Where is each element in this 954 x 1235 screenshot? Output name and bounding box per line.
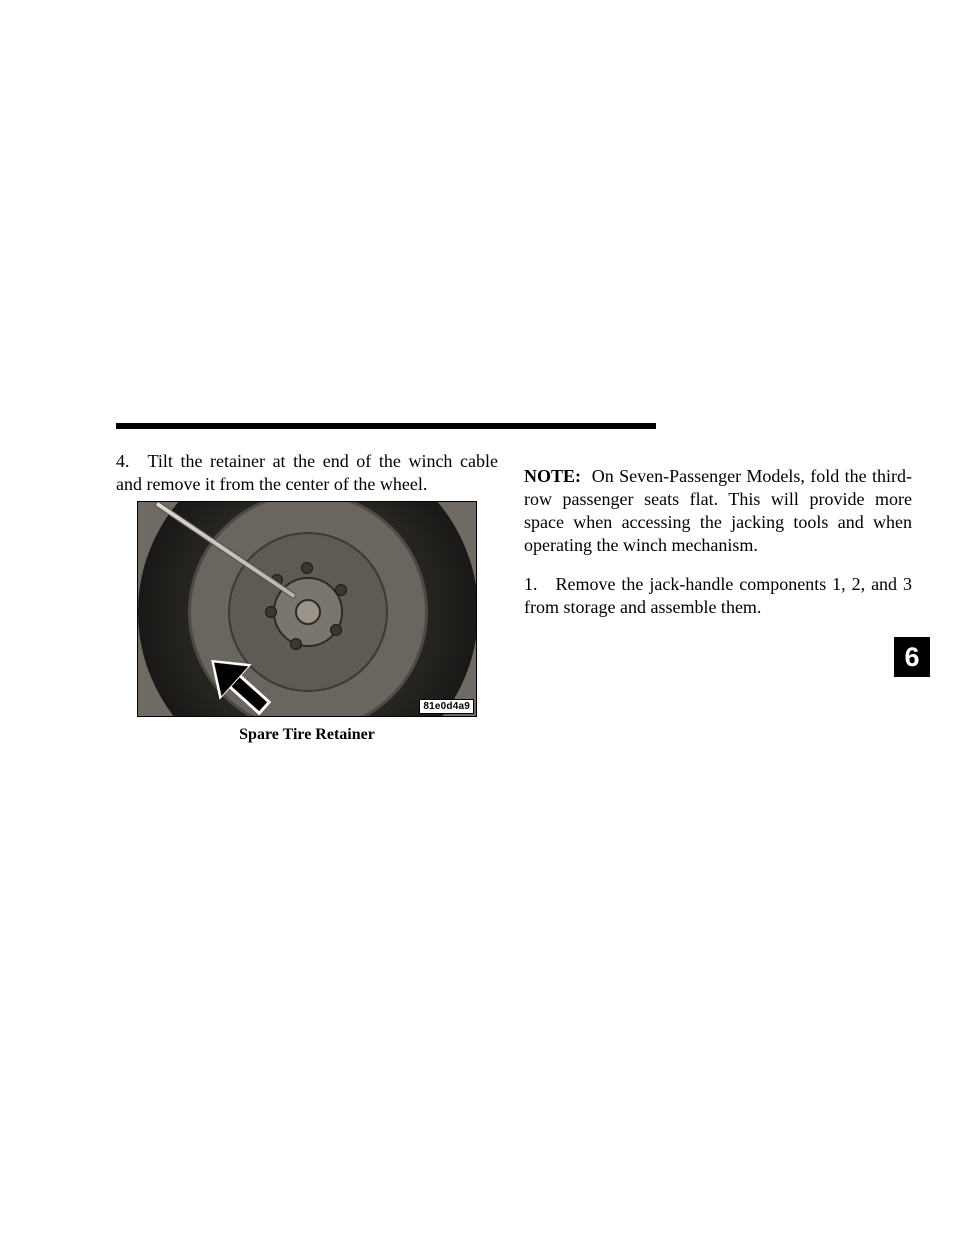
lug-nut [301,562,313,574]
content-columns: 4. Tilt the retainer at the end of the w… [116,450,912,744]
document-page: 4. Tilt the retainer at the end of the w… [0,0,954,1235]
column-right: NOTE: On Seven-Passenger Models, fold th… [524,450,912,744]
lug-nut [335,584,347,596]
note-label: NOTE: [524,466,581,486]
figure-spare-tire-retainer: 81e0d4a9 Spare Tire Retainer [137,501,477,744]
column-left: 4. Tilt the retainer at the end of the w… [116,450,498,744]
section-tab: 6 [894,637,930,677]
section-tab-number: 6 [904,644,919,671]
figure-image: 81e0d4a9 [137,501,477,717]
note-body: On Seven-Passenger Models, fold the thir… [524,466,912,555]
lug-nut [290,638,302,650]
retainer-center [295,599,321,625]
lug-nut [265,606,277,618]
note-paragraph: NOTE: On Seven-Passenger Models, fold th… [524,465,912,557]
image-code-label: 81e0d4a9 [419,699,474,714]
step-1-text: 1. Remove the jack-handle components 1, … [524,573,912,619]
lug-nut [330,624,342,636]
step-4-text: 4. Tilt the retainer at the end of the w… [116,450,498,496]
header-rule [116,423,656,429]
spacer [524,450,912,465]
figure-caption: Spare Tire Retainer [137,726,477,744]
